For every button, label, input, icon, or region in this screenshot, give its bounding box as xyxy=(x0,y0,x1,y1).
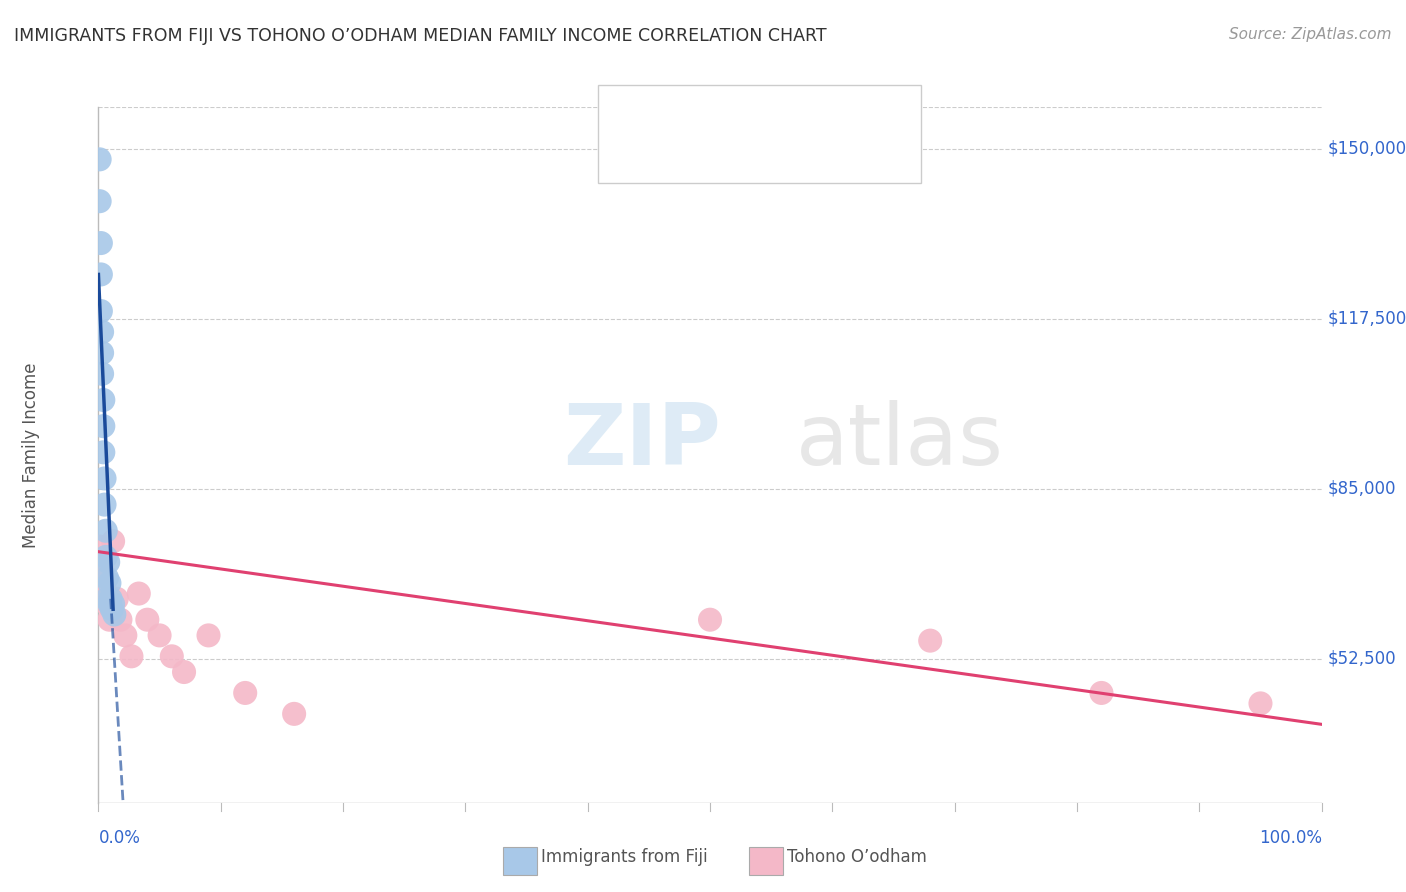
Point xyxy=(93,471,115,485)
Point xyxy=(699,613,721,627)
Text: 0.0%: 0.0% xyxy=(98,829,141,847)
Point xyxy=(128,586,150,600)
Point xyxy=(136,613,159,627)
Text: ZIP: ZIP xyxy=(564,400,721,483)
Point xyxy=(96,591,118,606)
Point xyxy=(91,419,114,434)
Text: Median Family Income: Median Family Income xyxy=(22,362,41,548)
Text: Tohono O’odham: Tohono O’odham xyxy=(787,848,927,866)
Point xyxy=(98,613,121,627)
Point xyxy=(91,325,114,339)
FancyBboxPatch shape xyxy=(623,97,659,135)
Point xyxy=(98,597,121,611)
Point xyxy=(1090,686,1112,700)
Point xyxy=(90,235,112,250)
Text: $117,500: $117,500 xyxy=(1327,310,1406,328)
Text: R = -0.534   N = 22: R = -0.534 N = 22 xyxy=(672,152,849,169)
Point xyxy=(101,534,124,549)
Point xyxy=(91,367,114,381)
Point xyxy=(94,524,117,538)
FancyBboxPatch shape xyxy=(503,847,537,875)
Point xyxy=(120,649,142,664)
Point xyxy=(94,549,117,564)
Point xyxy=(91,445,114,459)
Point xyxy=(920,633,942,648)
Point xyxy=(91,560,114,574)
Point xyxy=(233,686,256,700)
Point xyxy=(197,628,219,642)
Point xyxy=(98,576,121,591)
Text: $85,000: $85,000 xyxy=(1327,480,1396,498)
Point xyxy=(103,607,125,622)
Text: $150,000: $150,000 xyxy=(1327,140,1406,158)
Point xyxy=(93,498,115,512)
Point xyxy=(90,304,112,318)
FancyBboxPatch shape xyxy=(623,142,659,179)
Point xyxy=(89,540,111,554)
Text: R = -0.593   N = 24: R = -0.593 N = 24 xyxy=(672,107,849,125)
Text: atlas: atlas xyxy=(796,400,1004,483)
Point xyxy=(93,582,115,596)
Point xyxy=(90,268,112,282)
Text: $52,500: $52,500 xyxy=(1327,650,1396,668)
Point xyxy=(110,613,132,627)
Point xyxy=(97,555,120,569)
Point xyxy=(100,591,122,606)
Point xyxy=(91,392,114,407)
Point xyxy=(149,628,172,642)
Point xyxy=(89,153,111,167)
Point xyxy=(160,649,183,664)
Point xyxy=(101,597,124,611)
Text: Source: ZipAtlas.com: Source: ZipAtlas.com xyxy=(1229,27,1392,42)
Point xyxy=(96,571,118,585)
Point xyxy=(105,591,128,606)
Text: 100.0%: 100.0% xyxy=(1258,829,1322,847)
Point xyxy=(91,346,114,360)
Point xyxy=(96,597,118,611)
FancyBboxPatch shape xyxy=(749,847,783,875)
Point xyxy=(89,194,111,209)
Point xyxy=(173,665,195,679)
Point xyxy=(101,602,124,616)
Text: Immigrants from Fiji: Immigrants from Fiji xyxy=(541,848,709,866)
Point xyxy=(1249,697,1271,711)
Text: IMMIGRANTS FROM FIJI VS TOHONO O’ODHAM MEDIAN FAMILY INCOME CORRELATION CHART: IMMIGRANTS FROM FIJI VS TOHONO O’ODHAM M… xyxy=(14,27,827,45)
Point xyxy=(114,628,136,642)
Point xyxy=(283,706,305,721)
